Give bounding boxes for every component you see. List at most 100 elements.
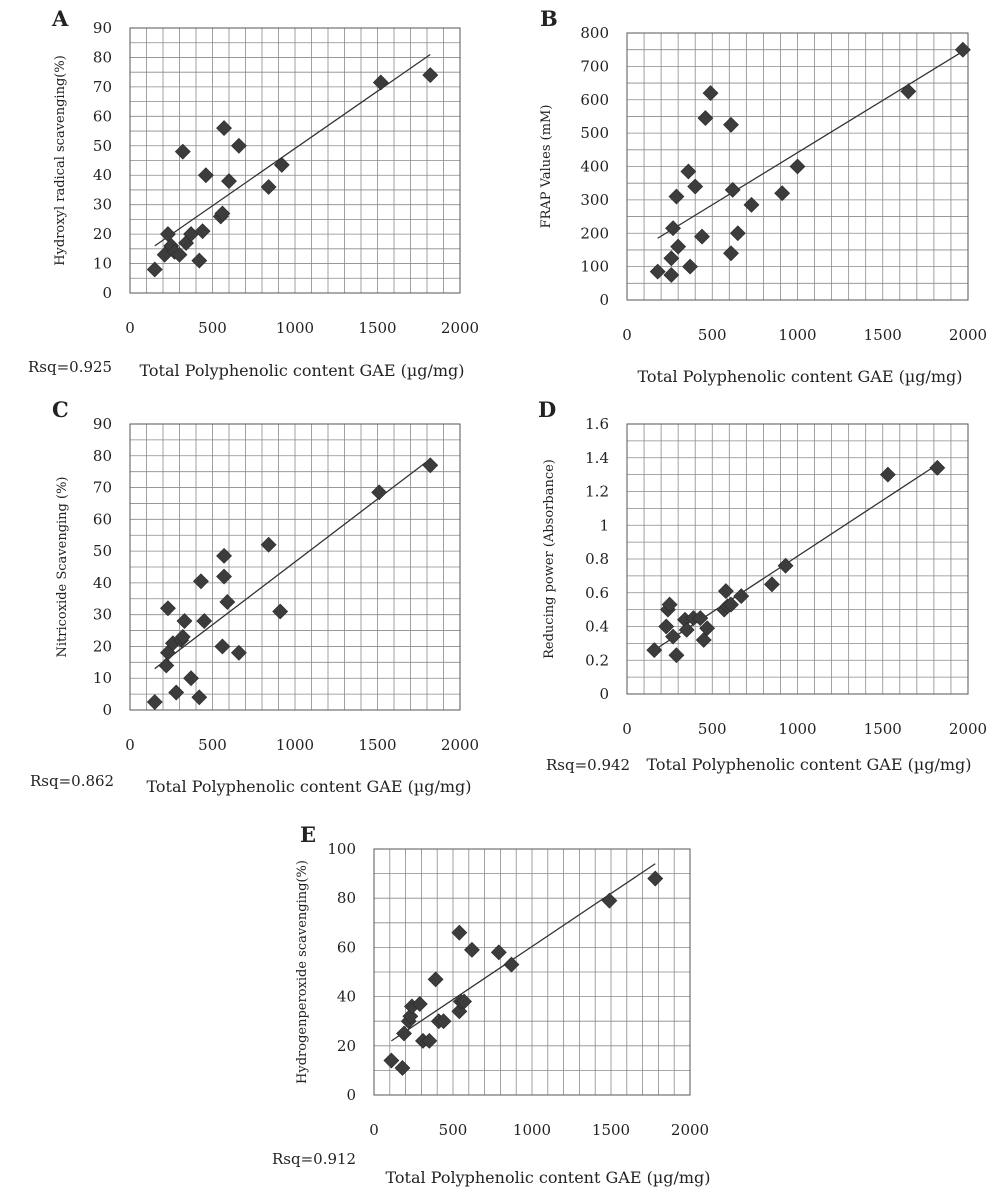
data-point bbox=[464, 941, 480, 958]
rsq-annotation: Rsq=0.912 bbox=[272, 1150, 356, 1168]
x-tick-label: 1000 bbox=[778, 720, 816, 738]
data-point bbox=[697, 110, 714, 127]
data-point bbox=[171, 246, 188, 263]
data-point bbox=[682, 258, 699, 275]
data-point bbox=[743, 196, 760, 213]
y-tick-label: 1.6 bbox=[585, 415, 609, 433]
y-tick-label: 60 bbox=[93, 107, 112, 125]
x-axis-label: Total Polyphenolic content GAE (µg/mg) bbox=[385, 1168, 710, 1187]
y-tick-label: 40 bbox=[93, 574, 112, 592]
data-point bbox=[421, 1032, 438, 1049]
y-tick-label: 1.2 bbox=[585, 483, 609, 501]
data-point bbox=[789, 158, 806, 175]
data-point bbox=[733, 588, 750, 605]
x-tick-label: 2000 bbox=[671, 1121, 709, 1139]
data-point bbox=[777, 557, 794, 574]
y-tick-label: 50 bbox=[93, 542, 112, 560]
data-point bbox=[724, 181, 741, 198]
data-point bbox=[929, 459, 946, 476]
x-tick-label: 0 bbox=[125, 319, 135, 337]
x-tick-label: 500 bbox=[198, 736, 227, 754]
data-point bbox=[723, 245, 739, 262]
data-point bbox=[214, 205, 231, 222]
data-point bbox=[168, 684, 185, 701]
trendline bbox=[391, 863, 656, 1042]
x-tick-label: 500 bbox=[698, 720, 727, 738]
x-tick-label: 1500 bbox=[358, 736, 396, 754]
y-tick-label: 10 bbox=[93, 669, 112, 687]
x-tick-label: 0 bbox=[369, 1121, 379, 1139]
data-point bbox=[717, 583, 734, 599]
y-tick-label: 30 bbox=[93, 196, 112, 214]
y-tick-label: 200 bbox=[580, 224, 609, 242]
data-point bbox=[183, 670, 199, 687]
y-tick-label: 20 bbox=[93, 637, 112, 655]
data-point bbox=[954, 41, 971, 58]
data-point bbox=[396, 1025, 412, 1042]
data-point bbox=[879, 466, 896, 483]
y-tick-label: 70 bbox=[93, 78, 112, 96]
y-axis-label: Hydrogenperoxide scavenging(%) bbox=[295, 860, 310, 1084]
y-axis-label: Hydroxyl radical scavenging(%) bbox=[53, 55, 68, 266]
data-point bbox=[435, 1013, 452, 1030]
grid-lines bbox=[129, 423, 461, 711]
x-tick-label: 1500 bbox=[864, 326, 902, 344]
y-tick-label: 40 bbox=[93, 166, 112, 184]
panel-letter: D bbox=[538, 397, 556, 422]
y-tick-label: 400 bbox=[580, 158, 609, 176]
y-tick-label: 500 bbox=[580, 124, 609, 142]
data-point bbox=[670, 238, 687, 255]
data-point bbox=[197, 167, 214, 184]
data-point bbox=[702, 85, 719, 101]
chart-panel-d: 0 0.2 0.4 0.6 0.8 1 1.2 1.4 1.6 0 500 1000 1500 2000 D… bbox=[538, 397, 987, 774]
data-point bbox=[668, 647, 685, 664]
data-point bbox=[456, 993, 472, 1010]
grid-lines bbox=[129, 27, 461, 294]
data-point bbox=[230, 644, 247, 661]
x-tick-label: 1000 bbox=[513, 1121, 551, 1139]
y-tick-label: 80 bbox=[93, 447, 112, 465]
y-tick-label: 60 bbox=[337, 938, 356, 956]
data-point bbox=[668, 188, 685, 205]
data-point bbox=[146, 694, 163, 710]
grid-lines bbox=[626, 32, 969, 301]
y-tick-label: 0.8 bbox=[585, 550, 609, 568]
plot-area-border bbox=[129, 423, 461, 711]
data-point bbox=[422, 457, 439, 474]
y-tick-label: 0.6 bbox=[585, 584, 609, 602]
data-point bbox=[658, 618, 675, 635]
y-tick-label: 0 bbox=[599, 685, 609, 703]
x-tick-label: 0 bbox=[125, 736, 135, 754]
grid-lines bbox=[373, 848, 691, 1096]
data-point bbox=[900, 83, 917, 100]
y-tick-label: 1 bbox=[599, 516, 609, 534]
chart-panel-a: 0 10 20 30 40 50 60 70 80 90 0 500 1000 1500 2000 A Tota… bbox=[28, 6, 479, 380]
data-point bbox=[216, 120, 232, 137]
x-tick-label: 1500 bbox=[358, 319, 396, 337]
data-point bbox=[663, 267, 680, 283]
y-tick-label: 0 bbox=[102, 701, 112, 719]
data-point bbox=[678, 621, 695, 638]
y-tick-label: 80 bbox=[93, 48, 112, 66]
rsq-annotation: Rsq=0.942 bbox=[546, 756, 630, 774]
data-point bbox=[272, 603, 289, 620]
y-tick-label: 100 bbox=[580, 258, 609, 276]
data-point bbox=[371, 484, 388, 501]
data-point bbox=[601, 892, 618, 909]
chart-panel-c: 0 10 20 30 40 50 60 70 80 90 0 500 1000 1500 2000 C Tota… bbox=[30, 397, 479, 796]
y-axis-label: Reducing power (Absorbance) bbox=[542, 459, 557, 659]
data-point bbox=[383, 1052, 400, 1069]
y-axis-label: Nitricoxide Scavenging (%) bbox=[55, 476, 70, 657]
data-point bbox=[695, 632, 712, 648]
y-tick-label: 20 bbox=[93, 225, 112, 243]
data-point bbox=[665, 628, 681, 645]
data-point bbox=[216, 568, 232, 585]
data-point bbox=[221, 173, 237, 190]
x-tick-label: 2000 bbox=[949, 720, 987, 738]
data-point bbox=[647, 870, 664, 887]
data-point bbox=[649, 263, 666, 280]
data-point bbox=[680, 163, 697, 180]
data-point bbox=[723, 596, 739, 613]
data-point bbox=[146, 261, 163, 278]
panel-letter: E bbox=[300, 822, 316, 847]
